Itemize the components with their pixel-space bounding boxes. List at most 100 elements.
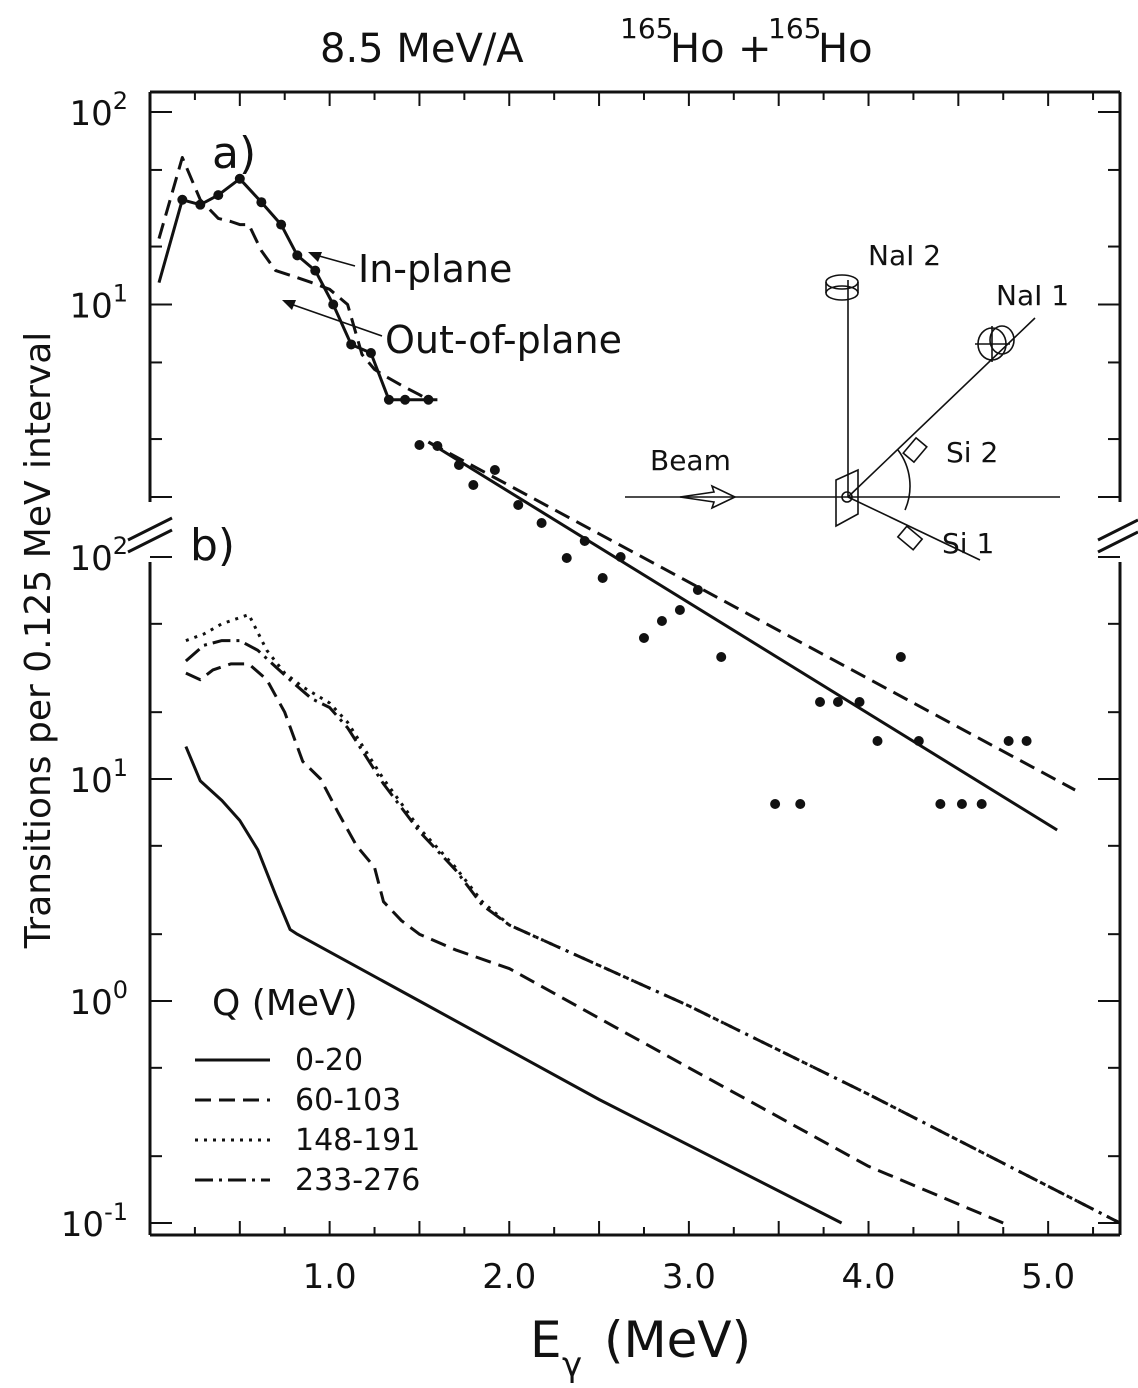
data-point <box>770 799 781 809</box>
data-point <box>832 697 843 707</box>
fit-line-out-of-plane <box>427 440 1076 792</box>
data-point <box>346 339 357 350</box>
fit-line-in-plane <box>427 440 1058 832</box>
data-point <box>815 697 826 707</box>
y-tick-label: 10-1 <box>61 1198 128 1245</box>
data-point <box>423 394 434 405</box>
y-tick-label: 101 <box>69 280 128 327</box>
series-layer <box>157 156 1121 1225</box>
data-point <box>536 518 547 528</box>
annotations: In-plane Out-of-plane <box>282 247 622 362</box>
data-point <box>692 585 703 595</box>
data-point <box>597 573 608 583</box>
title-mass-1: 165 <box>620 12 673 45</box>
data-point <box>292 250 303 261</box>
y-tick-label: 100 <box>69 976 128 1023</box>
y-tick-labels: 102 101 102 101 100 10-1 <box>61 87 128 1245</box>
legend-title: Q (MeV) <box>212 983 358 1024</box>
legend-label-148-191: 148-191 <box>295 1123 420 1158</box>
panel-label-a: a) <box>212 128 256 179</box>
data-point <box>956 799 967 809</box>
inset-label-si1: Si 1 <box>942 527 994 560</box>
annotation-in-plane: In-plane <box>358 247 512 291</box>
x-tick-label: 1.0 <box>303 1257 357 1297</box>
data-point <box>213 190 224 201</box>
axis-ticks <box>150 92 1120 1235</box>
legend-label-60-103: 60-103 <box>295 1083 401 1118</box>
nai2-detector-icon <box>825 274 859 290</box>
data-point <box>1021 736 1032 746</box>
title-mass-2: 165 <box>768 12 821 45</box>
title-energy: 8.5 MeV/A <box>320 26 524 72</box>
axis-break-right <box>1097 518 1138 542</box>
x-tick-labels: 1.0 2.0 3.0 4.0 5.0 <box>303 1257 1076 1297</box>
data-point <box>895 652 906 662</box>
x-tick-label: 3.0 <box>662 1257 716 1297</box>
out-of-plane-arrow-line <box>284 301 383 337</box>
angle-arc <box>897 449 911 511</box>
data-point <box>234 173 245 184</box>
inset-label-nai2: NaI 2 <box>868 239 941 272</box>
inset-label-si2: Si 2 <box>946 436 998 469</box>
axis-break-left-2 <box>127 528 173 554</box>
axis-break-left <box>127 516 173 542</box>
data-point <box>656 616 667 626</box>
data-point <box>310 265 321 276</box>
out-of-plane-arrowhead <box>282 300 296 310</box>
data-point <box>716 652 727 662</box>
series-line-0-0 <box>157 177 438 402</box>
data-point <box>489 465 500 475</box>
y-tick-label: 101 <box>69 754 128 801</box>
x-axis-label-unit: (MeV) <box>604 1311 751 1369</box>
data-point <box>414 440 425 450</box>
data-point <box>256 197 267 208</box>
title-element-2: Ho <box>818 26 873 72</box>
title-plus: + <box>738 26 772 72</box>
y-axis-label: Transitions per 0.125 MeV interval <box>18 332 59 950</box>
legend: Q (MeV) 0-20 60-103 148-191 233-276 <box>195 983 420 1198</box>
series-line-1-2 <box>185 613 1121 1225</box>
data-point <box>400 394 411 405</box>
inset-label-beam: Beam <box>650 444 731 477</box>
chart-title: 8.5 MeV/A 165 Ho + 165 Ho <box>320 12 873 72</box>
data-point <box>365 347 376 358</box>
inset-label-nai1: NaI 1 <box>996 279 1069 312</box>
series-line-1-0 <box>184 746 843 1225</box>
nai1-detector-icon <box>977 327 1007 361</box>
data-point <box>872 736 883 746</box>
title-element-1: Ho <box>670 26 725 72</box>
axis-break-right-2 <box>1097 530 1138 554</box>
annotation-out-of-plane: Out-of-plane <box>385 318 622 362</box>
x-axis-label: E γ (MeV) <box>530 1311 751 1385</box>
data-point <box>177 194 188 205</box>
data-point <box>561 553 572 563</box>
si2-detector-icon <box>902 436 928 464</box>
data-point <box>638 633 649 643</box>
series-line-1-3 <box>184 639 1121 1225</box>
series-line-1-1 <box>185 662 1004 1225</box>
beam-arrow-icon <box>679 484 737 510</box>
data-point <box>854 697 865 707</box>
plot-frame <box>127 90 1138 1237</box>
inset-nai1-line <box>847 317 1036 498</box>
x-axis-label-main: E <box>530 1311 562 1369</box>
legend-label-0-20: 0-20 <box>295 1043 363 1078</box>
x-tick-label: 5.0 <box>1021 1257 1075 1297</box>
data-point <box>795 799 806 809</box>
x-tick-label: 4.0 <box>841 1257 895 1297</box>
x-axis-label-sub: γ <box>562 1345 582 1385</box>
inset-si1-line <box>847 496 981 561</box>
target-icon <box>835 468 859 528</box>
data-point <box>935 799 946 809</box>
legend-label-233-276: 233-276 <box>295 1163 420 1198</box>
y-tick-label: 102 <box>69 532 128 579</box>
data-point <box>674 605 685 615</box>
data-point <box>468 480 479 490</box>
data-point <box>383 394 394 405</box>
y-tick-label: 102 <box>69 87 128 134</box>
data-point <box>328 299 339 310</box>
in-plane-arrowhead <box>308 252 322 262</box>
data-point <box>976 799 987 809</box>
data-point <box>513 500 524 510</box>
setup-inset: NaI 2 NaI 1 Si 2 Si 1 Beam <box>625 239 1069 561</box>
